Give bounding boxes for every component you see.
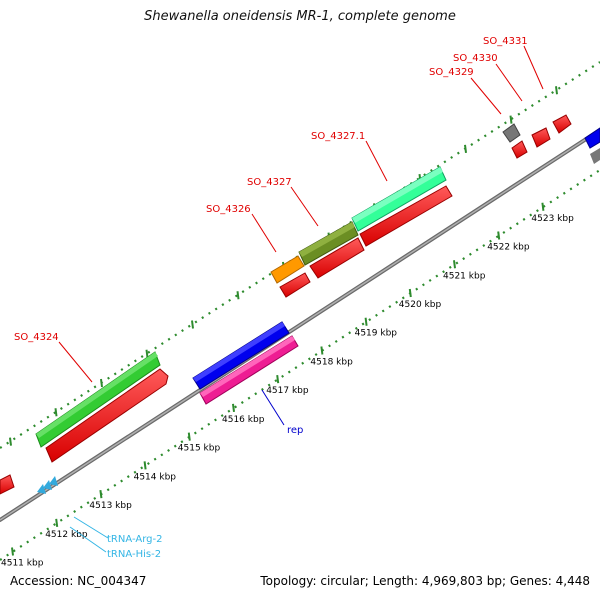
- gene-so-4331-b[interactable]: [552, 114, 572, 134]
- scale-label: 4523 kbp: [531, 214, 574, 224]
- scale-labels: 4511 kbp 4512 kbp 4513 kbp 4514 kbp 4515 kbp…: [1, 214, 574, 569]
- gene-label-so-4327-1: SO_4327.1: [311, 131, 365, 142]
- inner-scale-tick: [320, 346, 324, 355]
- gene-so-4327[interactable]: [298, 221, 359, 266]
- outer-scale-tick: [145, 349, 149, 358]
- gene-edge-grey[interactable]: [590, 148, 600, 164]
- gene-red-strand-b[interactable]: [309, 237, 365, 279]
- inner-scale-tick: [364, 317, 368, 326]
- gene-so-4327-1[interactable]: [351, 166, 447, 232]
- gene-labels: SO_4324 SO_4326 SO_4327 SO_4327.1 SO_432…: [14, 36, 528, 343]
- outer-scale-tick: [54, 408, 58, 417]
- scale-label: 4518 kbp: [310, 357, 353, 367]
- repeat-feature-pink[interactable]: [199, 335, 299, 405]
- scale-label: 4515 kbp: [178, 444, 221, 454]
- accession-label: Accession: NC_004347: [10, 574, 147, 588]
- rep-callout-line: [261, 389, 285, 426]
- outer-scale-tick: [509, 115, 513, 124]
- map-title: Shewanella oneidensis MR-1, complete gen…: [144, 9, 456, 24]
- scale-label: 4522 kbp: [487, 243, 530, 253]
- gene-label-so-4326: SO_4326: [206, 204, 251, 215]
- gene-edge-red-left[interactable]: [0, 474, 15, 495]
- inner-scale-tick: [497, 231, 501, 240]
- gene-so-4324[interactable]: [35, 351, 161, 448]
- gene-so-4326[interactable]: [270, 255, 305, 284]
- trna-his-label: tRNA-His-2: [107, 549, 161, 560]
- gene-so-4331-a[interactable]: [531, 127, 551, 148]
- outer-scale-tick: [100, 378, 103, 388]
- inner-scale-tick: [276, 375, 280, 384]
- repeat-feature-blue[interactable]: [192, 321, 290, 390]
- trna-features[interactable]: [37, 476, 58, 494]
- outer-scale-tick: [464, 144, 467, 153]
- outer-scale-tick: [9, 437, 12, 446]
- rep-label: rep: [287, 425, 303, 436]
- scale-label: 4521 kbp: [443, 271, 486, 281]
- gene-label-so-4331: SO_4331: [483, 36, 528, 47]
- inner-scale-tick: [11, 547, 14, 556]
- gene-red-strand-a[interactable]: [279, 272, 311, 298]
- inner-scale-tick: [55, 518, 59, 527]
- scale-label: 4513 kbp: [89, 501, 132, 511]
- outer-scale-tick: [236, 291, 240, 300]
- inner-scale-tick: [453, 260, 456, 269]
- scale-label: 4511 kbp: [1, 559, 44, 569]
- trna-callout-lines: [69, 516, 109, 553]
- gene-so-4329[interactable]: [502, 123, 521, 143]
- inner-scale-tick: [541, 202, 545, 211]
- outer-scale-tick: [555, 86, 558, 95]
- scale-label: 4516 kbp: [222, 415, 265, 425]
- trna-arg-label: tRNA-Arg-2: [107, 534, 162, 545]
- genome-summary: Topology: circular; Length: 4,969,803 bp…: [260, 574, 590, 588]
- scale-label: 4517 kbp: [266, 386, 309, 396]
- scale-label: 4514 kbp: [134, 472, 177, 482]
- scale-label: 4519 kbp: [355, 329, 398, 339]
- gene-label-so-4329: SO_4329: [429, 67, 474, 78]
- inner-scale-tick: [143, 461, 147, 470]
- gene-label-so-4330: SO_4330: [453, 53, 498, 64]
- scale-label: 4520 kbp: [399, 300, 442, 310]
- gene-red-strand-c[interactable]: [359, 185, 453, 247]
- inner-scale-tick: [99, 489, 103, 499]
- gene-so-4330[interactable]: [511, 140, 528, 159]
- inner-scale-tick: [232, 403, 235, 413]
- gene-so-4324-strand2[interactable]: [45, 368, 169, 463]
- gene-edge-blue[interactable]: [584, 127, 600, 149]
- gene-label-so-4324: SO_4324: [14, 332, 59, 343]
- gene-label-so-4327: SO_4327: [247, 177, 292, 188]
- inner-scale-tick: [408, 288, 412, 298]
- scale-label: 4512 kbp: [45, 530, 88, 540]
- gene-callout-lines: [58, 45, 544, 383]
- outer-scale-tick: [191, 320, 194, 329]
- inner-scale-tick: [187, 432, 191, 441]
